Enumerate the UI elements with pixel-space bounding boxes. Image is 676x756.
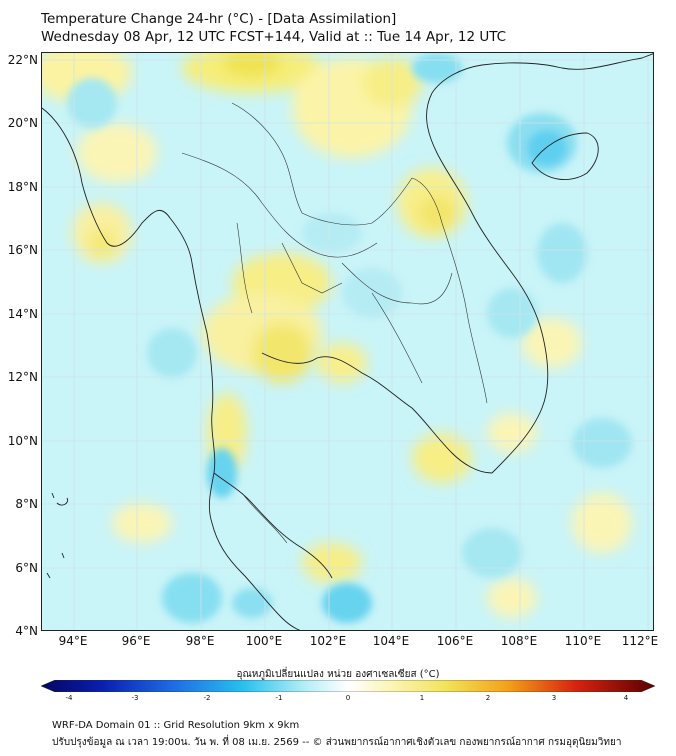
lon-label: 100°E xyxy=(245,634,283,648)
footer-domain-info: WRF-DA Domain 01 :: Grid Resolution 9km … xyxy=(52,720,300,731)
lat-label: 12°N xyxy=(7,370,38,384)
colorbar-tick: -3 xyxy=(131,694,139,702)
lon-label: 94°E xyxy=(58,634,88,648)
colorbar-tick: 0 xyxy=(345,694,351,702)
lat-label: 8°N xyxy=(15,497,38,511)
lat-label: 4°N xyxy=(15,624,38,638)
lon-label: 104°E xyxy=(372,634,410,648)
lon-label: 108°E xyxy=(500,634,538,648)
colorbar-tick: 4 xyxy=(623,694,629,702)
lon-label: 110°E xyxy=(564,634,602,648)
colorbar-tick: -4 xyxy=(65,694,73,702)
colorbar-tick: 3 xyxy=(551,694,557,702)
colorbar-tick: -1 xyxy=(275,694,283,702)
lon-label: 96°E xyxy=(121,634,151,648)
lat-label: 20°N xyxy=(7,116,38,130)
coastlines xyxy=(42,53,653,630)
lat-label: 6°N xyxy=(15,561,38,575)
lat-label: 18°N xyxy=(7,180,38,194)
lon-label: 98°E xyxy=(185,634,215,648)
lon-label: 112°E xyxy=(621,634,659,648)
map-canvas xyxy=(42,53,653,630)
lat-label: 10°N xyxy=(7,434,38,448)
admin-borders xyxy=(181,102,488,544)
lat-label: 16°N xyxy=(7,243,38,257)
lon-label: 102°E xyxy=(309,634,347,648)
graticule xyxy=(42,53,653,630)
cool-anomaly-field xyxy=(67,53,632,623)
lat-label: 22°N xyxy=(7,53,38,67)
colorbar-tick: 2 xyxy=(485,694,491,702)
colorbar-tick: -2 xyxy=(203,694,211,702)
footer-credit: ปรับปรุงข้อมูล ณ เวลา 19:00น. วัน พ. ที่… xyxy=(52,737,622,748)
colorbar-tick: 1 xyxy=(419,694,425,702)
lon-label: 106°E xyxy=(436,634,474,648)
lat-label: 14°N xyxy=(7,307,38,321)
chart-title: Temperature Change 24-hr (°C) - [Data As… xyxy=(41,10,506,46)
title-line-2: Wednesday 08 Apr, 12 UTC FCST+144, Valid… xyxy=(41,29,507,45)
temperature-change-map[interactable] xyxy=(41,52,654,631)
colorbar-title: อุณหภูมิเปลี่ยนแปลง หน่วย องศาเซลเซียส (… xyxy=(236,669,440,680)
warm-anomaly-field xyxy=(42,53,632,618)
title-line-1: Temperature Change 24-hr (°C) - [Data As… xyxy=(41,11,397,27)
colorbar xyxy=(41,680,655,692)
